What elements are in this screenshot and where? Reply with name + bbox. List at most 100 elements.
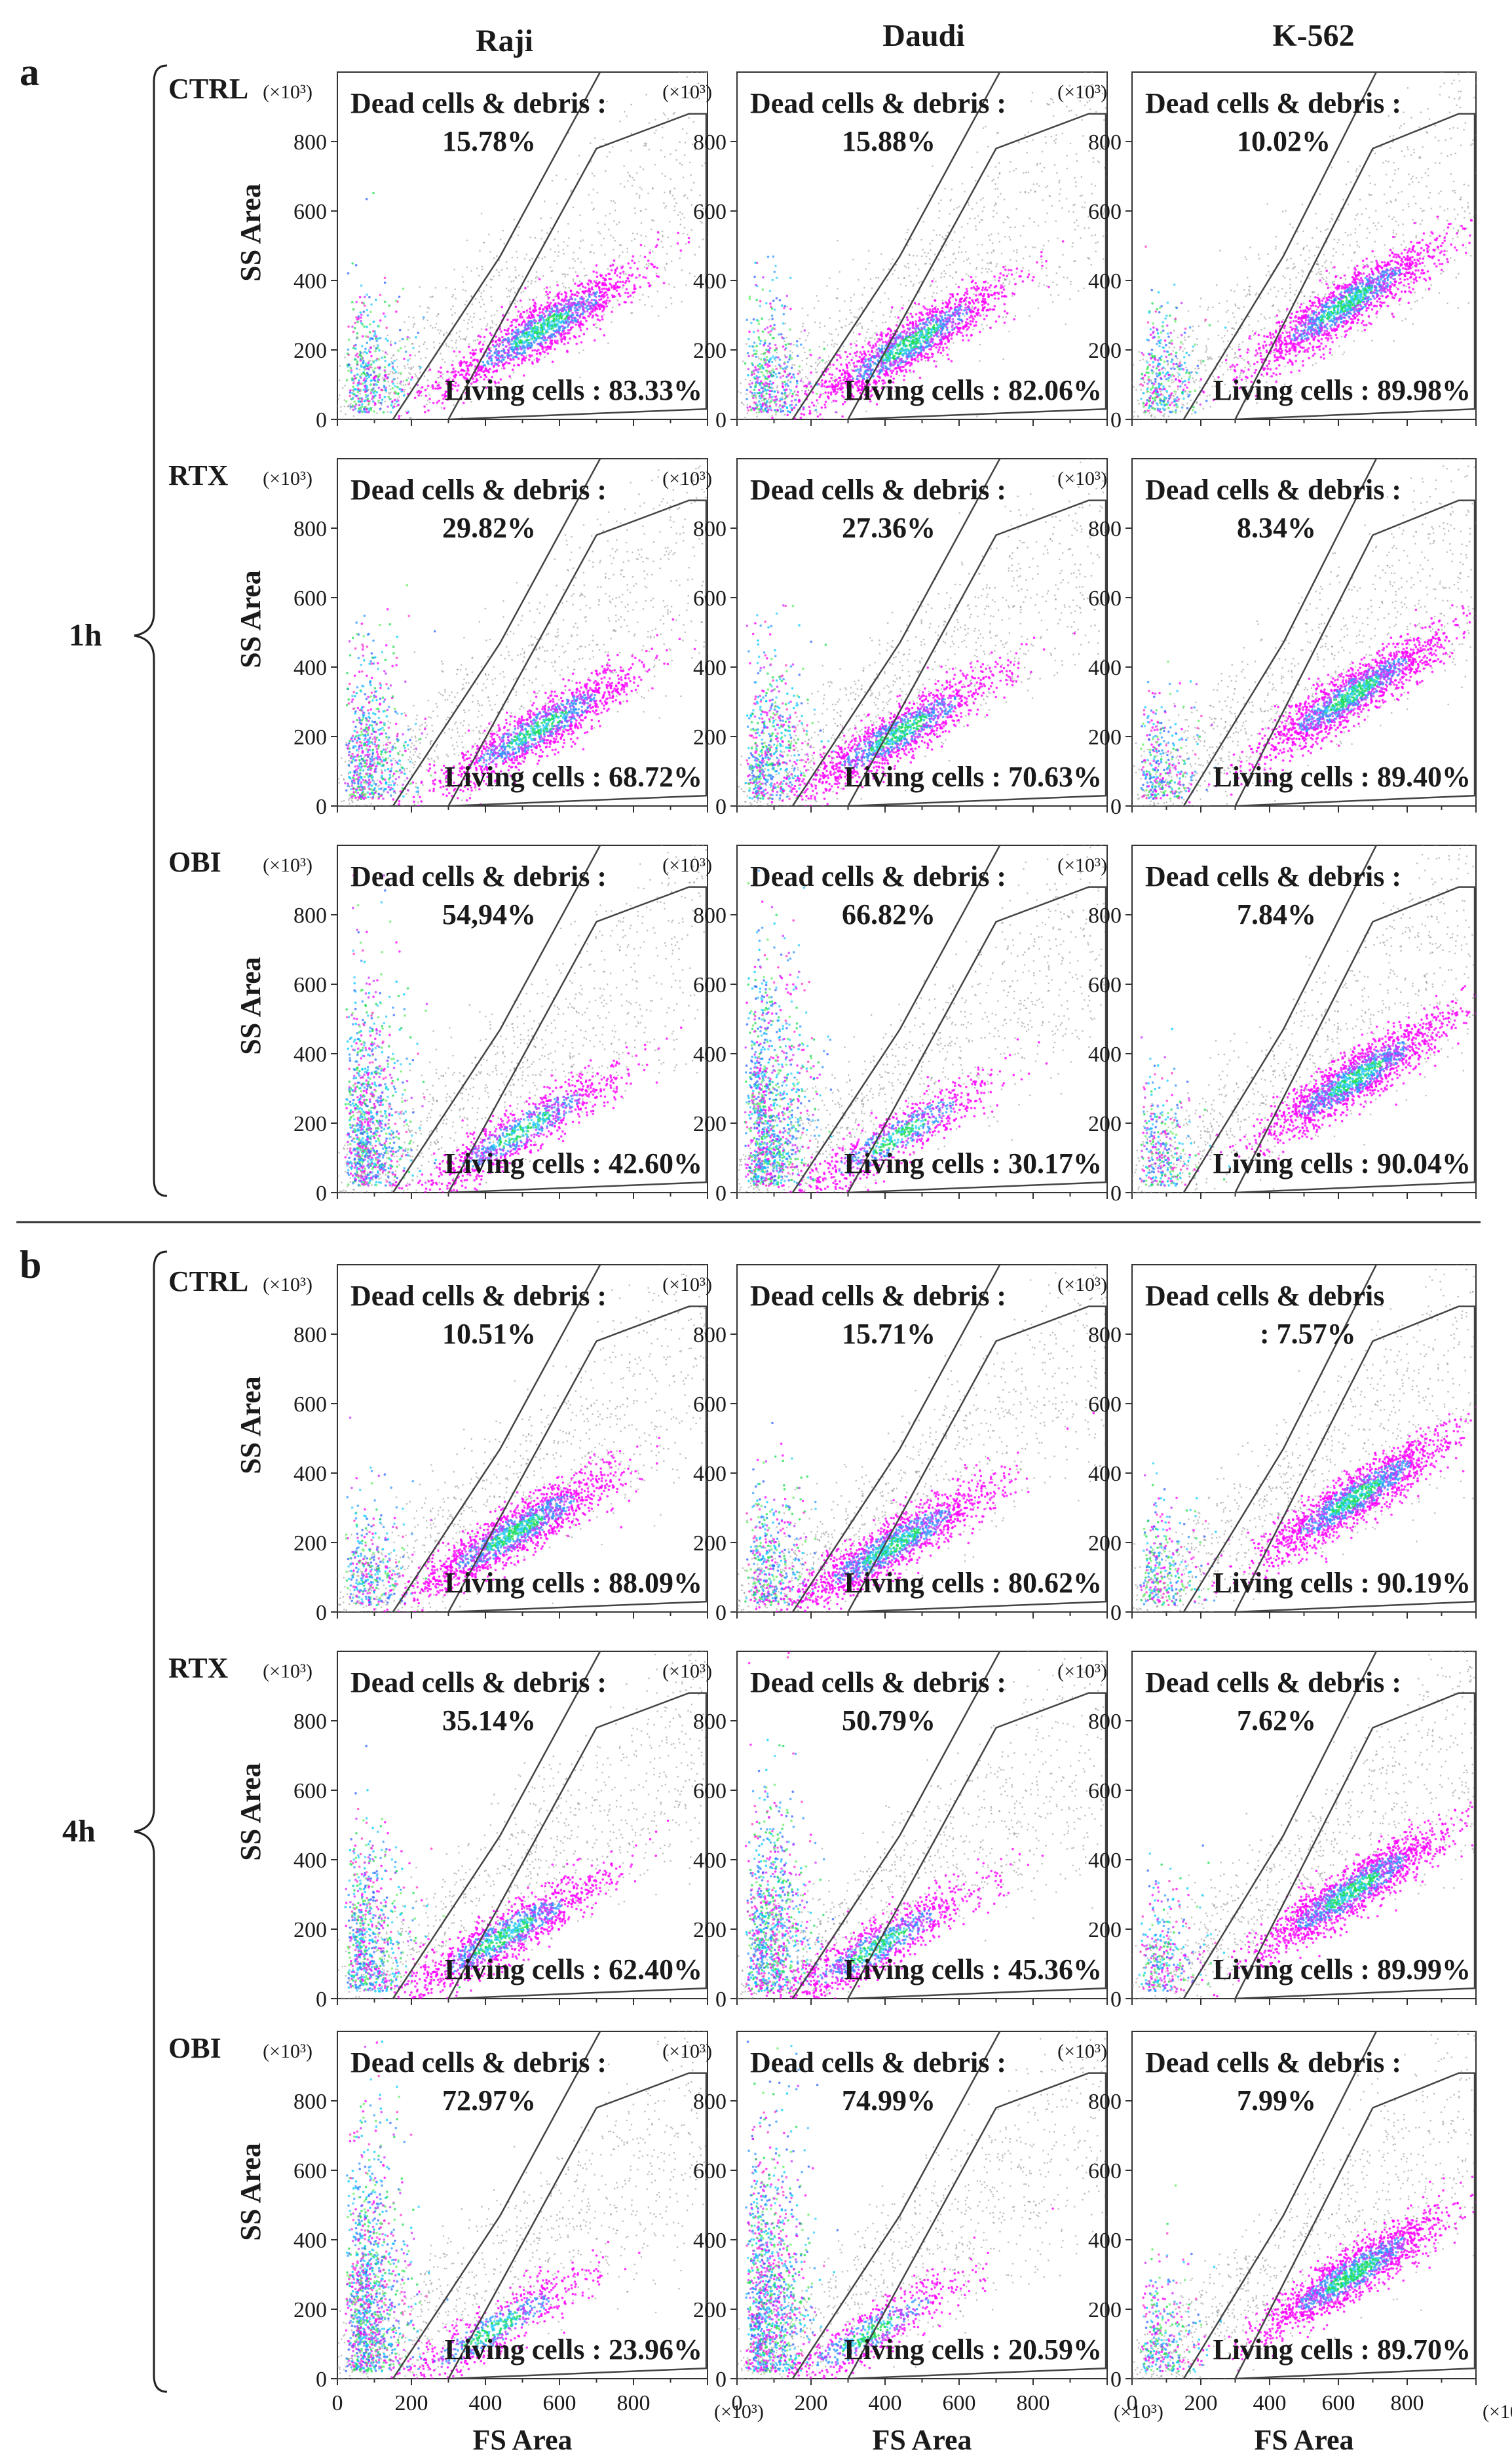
dead-debris-label: Dead cells & debris : xyxy=(350,1666,607,1698)
gate-line-1 xyxy=(1182,72,1377,419)
living-cells-label: Living cells : 30.17% xyxy=(844,1147,1102,1180)
y-tick-label: 400 xyxy=(293,1849,327,1873)
row-label-rtx: RTX xyxy=(168,459,229,491)
dead-debris-label: Dead cells & debris : xyxy=(750,1280,1006,1312)
y-tick-label: 400 xyxy=(293,1043,327,1067)
y-tick-label: 600 xyxy=(693,200,727,224)
gate-line-3 xyxy=(1235,2367,1476,2379)
scatter-points xyxy=(1132,845,1476,1193)
x-tick-label: 200 xyxy=(795,2391,828,2415)
plot-1h-ctrl-k-562: 0 200 400 600 800 (×10³) Dead cells & debris :… xyxy=(1057,71,1477,432)
plot-4h-ctrl-daudi: 0 200 400 600 800 (×10³) Dead cells & debris :… xyxy=(662,1264,1108,1625)
gate-line-2 xyxy=(847,2072,1107,2379)
y-tick-label: 0 xyxy=(1110,408,1122,432)
y-tick-label: 200 xyxy=(1088,1918,1122,1942)
gate-line-2 xyxy=(447,886,708,1193)
scatter-points xyxy=(737,459,1107,806)
y-axis-label: SS Area xyxy=(235,570,267,668)
y-tick-label: 0 xyxy=(1110,1601,1122,1625)
y-tick-label: 400 xyxy=(1088,269,1122,294)
dead-debris-label: Dead cells & debris : xyxy=(350,860,607,892)
y-multiplier: (×10³) xyxy=(1057,2041,1107,2062)
y-tick-label: 600 xyxy=(1088,973,1122,997)
y-tick-label: 200 xyxy=(693,725,727,750)
x-multiplier: (×10³) xyxy=(1114,2401,1163,2423)
time-label-1h: 1h xyxy=(69,618,102,653)
living-cells-label: Living cells : 89.98% xyxy=(1213,374,1471,406)
gate-line-3 xyxy=(1235,1181,1476,1193)
plot-4h-rtx-raji: 0 200 400 600 800 (×10³) SS Area RTX Dead cells … xyxy=(168,1651,708,2012)
y-tick-label: 600 xyxy=(293,1779,327,1803)
x-tick-label: 0 xyxy=(732,2391,743,2415)
plot-1h-rtx-raji: 0 200 400 600 800 (×10³) SS Area RTX Dead cells … xyxy=(168,458,708,819)
living-cells-label: Living cells : 90.19% xyxy=(1213,1567,1471,1599)
gate-line-3 xyxy=(1235,1600,1476,1612)
y-tick-label: 400 xyxy=(1088,2229,1122,2253)
y-tick-label: 400 xyxy=(693,2229,727,2253)
dead-debris-value: 50.79% xyxy=(842,1704,936,1736)
y-tick-label: 0 xyxy=(715,408,727,432)
column-header-raji: Raji xyxy=(476,24,533,58)
y-tick-label: 400 xyxy=(293,269,327,294)
y-tick-label: 0 xyxy=(1110,795,1122,819)
scatter-points xyxy=(337,2031,708,2379)
gate-line-3 xyxy=(448,408,708,419)
y-multiplier: (×10³) xyxy=(263,81,312,103)
brace-4h xyxy=(134,1250,168,2393)
x-tick-label: 800 xyxy=(1017,2391,1050,2415)
y-tick-label: 600 xyxy=(1088,586,1122,611)
dead-debris-label: Dead cells & debris : xyxy=(350,87,607,119)
gate-line-3 xyxy=(848,1181,1107,1193)
y-multiplier: (×10³) xyxy=(1057,81,1107,103)
living-cells-label: Living cells : 89.99% xyxy=(1213,1953,1471,1986)
y-tick-label: 800 xyxy=(693,517,727,541)
y-tick-label: 800 xyxy=(693,904,727,928)
y-tick-label: 800 xyxy=(293,1323,327,1347)
x-tick-label: 200 xyxy=(395,2391,428,2415)
y-tick-label: 200 xyxy=(293,1531,327,1556)
y-tick-label: 600 xyxy=(293,973,327,997)
gate-line-1 xyxy=(1182,1651,1377,1999)
scatter-points xyxy=(1132,1265,1476,1612)
y-tick-label: 200 xyxy=(293,1918,327,1942)
gate-line-3 xyxy=(448,2367,708,2379)
dead-debris-value: 15.78% xyxy=(442,125,536,157)
y-tick-label: 400 xyxy=(1088,1043,1122,1067)
y-tick-label: 400 xyxy=(1088,1462,1122,1486)
scatter-points xyxy=(1132,72,1476,419)
y-tick-label: 800 xyxy=(293,517,327,541)
scatter-points xyxy=(737,72,1107,419)
y-tick-label: 400 xyxy=(693,1043,727,1067)
gate-line-3 xyxy=(448,1987,708,1999)
gate-line-2 xyxy=(1234,2072,1476,2379)
y-tick-label: 800 xyxy=(693,1710,727,1734)
plot-4h-ctrl-raji: 0 200 400 600 800 (×10³) SS Area CTRL Dead cells… xyxy=(168,1264,708,1625)
y-tick-label: 600 xyxy=(293,2159,327,2183)
y-tick-label: 400 xyxy=(693,656,727,680)
gate-line-2 xyxy=(847,1692,1107,1999)
y-tick-label: 200 xyxy=(1088,1112,1122,1136)
scatter-points xyxy=(737,845,1107,1193)
y-tick-label: 800 xyxy=(1088,517,1122,541)
dead-debris-value: 7.84% xyxy=(1237,898,1316,931)
plot-4h-ctrl-k-562: 0 200 400 600 800 (×10³) Dead cells & debris: … xyxy=(1057,1264,1477,1625)
y-tick-label: 200 xyxy=(693,1918,727,1942)
living-cells-label: Living cells : 23.96% xyxy=(444,2333,702,2366)
living-cells-label: Living cells : 68.72% xyxy=(444,761,702,793)
y-tick-label: 600 xyxy=(693,1779,727,1803)
row-label-obi: OBI xyxy=(168,846,221,878)
x-tick-label: 600 xyxy=(943,2391,976,2415)
y-tick-label: 600 xyxy=(293,1392,327,1417)
living-cells-label: Living cells : 80.62% xyxy=(844,1567,1102,1599)
gate-line-1 xyxy=(392,1651,601,1999)
x-tick-label: 0 xyxy=(332,2391,343,2415)
y-tick-label: 600 xyxy=(693,586,727,611)
y-tick-label: 800 xyxy=(1088,2090,1122,2114)
y-axis-label: SS Area xyxy=(235,1376,267,1474)
gate-line-2 xyxy=(1234,886,1476,1193)
y-tick-label: 800 xyxy=(293,130,327,155)
dead-debris-value: 10.51% xyxy=(442,1318,536,1350)
x-tick-label: 400 xyxy=(869,2391,902,2415)
y-tick-label: 0 xyxy=(316,795,327,819)
dead-debris-value: 74.99% xyxy=(842,2084,936,2117)
